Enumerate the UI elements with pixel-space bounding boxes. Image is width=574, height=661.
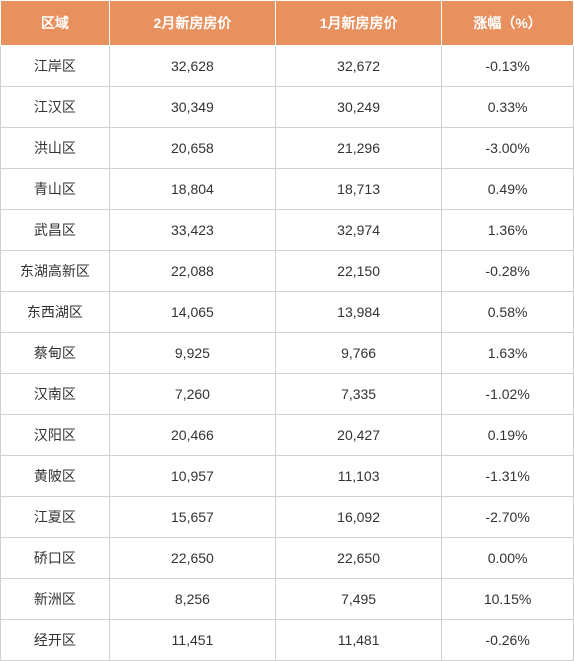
cell-change: -3.00% <box>442 128 574 169</box>
cell-feb-price: 18,804 <box>109 169 275 210</box>
cell-change: -0.28% <box>442 251 574 292</box>
cell-jan-price: 11,481 <box>276 620 442 661</box>
cell-change: 0.19% <box>442 415 574 456</box>
cell-feb-price: 20,466 <box>109 415 275 456</box>
cell-jan-price: 32,974 <box>276 210 442 251</box>
cell-jan-price: 7,335 <box>276 374 442 415</box>
cell-feb-price: 22,088 <box>109 251 275 292</box>
table-row: 江夏区15,65716,092-2.70% <box>1 497 574 538</box>
header-change: 涨幅（%） <box>442 1 574 46</box>
cell-jan-price: 32,672 <box>276 46 442 87</box>
price-table: 区域 2月新房房价 1月新房房价 涨幅（%） 江岸区32,62832,672-0… <box>0 0 574 661</box>
cell-jan-price: 18,713 <box>276 169 442 210</box>
cell-region: 汉阳区 <box>1 415 110 456</box>
cell-region: 青山区 <box>1 169 110 210</box>
table-row: 洪山区20,65821,296-3.00% <box>1 128 574 169</box>
table-row: 青山区18,80418,7130.49% <box>1 169 574 210</box>
cell-change: -0.26% <box>442 620 574 661</box>
cell-jan-price: 9,766 <box>276 333 442 374</box>
cell-jan-price: 21,296 <box>276 128 442 169</box>
table-row: 东湖高新区22,08822,150-0.28% <box>1 251 574 292</box>
table-row: 汉阳区20,46620,4270.19% <box>1 415 574 456</box>
table-row: 蔡甸区9,9259,7661.63% <box>1 333 574 374</box>
table-row: 武昌区33,42332,9741.36% <box>1 210 574 251</box>
table-row: 硚口区22,65022,6500.00% <box>1 538 574 579</box>
cell-region: 黄陂区 <box>1 456 110 497</box>
cell-region: 洪山区 <box>1 128 110 169</box>
cell-change: 0.33% <box>442 87 574 128</box>
table-container: 得意房产 house.deyi.com 得意房产 house.deyi.com … <box>0 0 574 661</box>
cell-change: -0.13% <box>442 46 574 87</box>
cell-region: 新洲区 <box>1 579 110 620</box>
cell-change: -1.02% <box>442 374 574 415</box>
header-jan-price: 1月新房房价 <box>276 1 442 46</box>
cell-feb-price: 30,349 <box>109 87 275 128</box>
table-body: 江岸区32,62832,672-0.13%江汉区30,34930,2490.33… <box>1 46 574 661</box>
cell-jan-price: 22,650 <box>276 538 442 579</box>
cell-change: -1.31% <box>442 456 574 497</box>
cell-jan-price: 7,495 <box>276 579 442 620</box>
table-row: 黄陂区10,95711,103-1.31% <box>1 456 574 497</box>
cell-feb-price: 8,256 <box>109 579 275 620</box>
table-row: 江岸区32,62832,672-0.13% <box>1 46 574 87</box>
cell-feb-price: 10,957 <box>109 456 275 497</box>
cell-region: 蔡甸区 <box>1 333 110 374</box>
cell-jan-price: 30,249 <box>276 87 442 128</box>
cell-region: 汉南区 <box>1 374 110 415</box>
cell-jan-price: 22,150 <box>276 251 442 292</box>
cell-jan-price: 20,427 <box>276 415 442 456</box>
cell-feb-price: 15,657 <box>109 497 275 538</box>
cell-change: 0.49% <box>442 169 574 210</box>
cell-change: -2.70% <box>442 497 574 538</box>
table-row: 汉南区7,2607,335-1.02% <box>1 374 574 415</box>
cell-jan-price: 13,984 <box>276 292 442 333</box>
table-row: 江汉区30,34930,2490.33% <box>1 87 574 128</box>
cell-change: 1.36% <box>442 210 574 251</box>
cell-change: 0.58% <box>442 292 574 333</box>
cell-region: 东西湖区 <box>1 292 110 333</box>
cell-region: 江岸区 <box>1 46 110 87</box>
table-row: 新洲区8,2567,49510.15% <box>1 579 574 620</box>
cell-feb-price: 9,925 <box>109 333 275 374</box>
cell-jan-price: 11,103 <box>276 456 442 497</box>
cell-feb-price: 7,260 <box>109 374 275 415</box>
table-row: 经开区11,45111,481-0.26% <box>1 620 574 661</box>
cell-region: 东湖高新区 <box>1 251 110 292</box>
cell-region: 硚口区 <box>1 538 110 579</box>
table-row: 东西湖区14,06513,9840.58% <box>1 292 574 333</box>
cell-feb-price: 11,451 <box>109 620 275 661</box>
cell-region: 武昌区 <box>1 210 110 251</box>
cell-region: 经开区 <box>1 620 110 661</box>
cell-change: 0.00% <box>442 538 574 579</box>
cell-feb-price: 22,650 <box>109 538 275 579</box>
cell-feb-price: 14,065 <box>109 292 275 333</box>
cell-change: 1.63% <box>442 333 574 374</box>
cell-jan-price: 16,092 <box>276 497 442 538</box>
cell-change: 10.15% <box>442 579 574 620</box>
cell-feb-price: 20,658 <box>109 128 275 169</box>
cell-region: 江夏区 <box>1 497 110 538</box>
header-feb-price: 2月新房房价 <box>109 1 275 46</box>
cell-feb-price: 32,628 <box>109 46 275 87</box>
header-region: 区域 <box>1 1 110 46</box>
cell-region: 江汉区 <box>1 87 110 128</box>
cell-feb-price: 33,423 <box>109 210 275 251</box>
header-row: 区域 2月新房房价 1月新房房价 涨幅（%） <box>1 1 574 46</box>
